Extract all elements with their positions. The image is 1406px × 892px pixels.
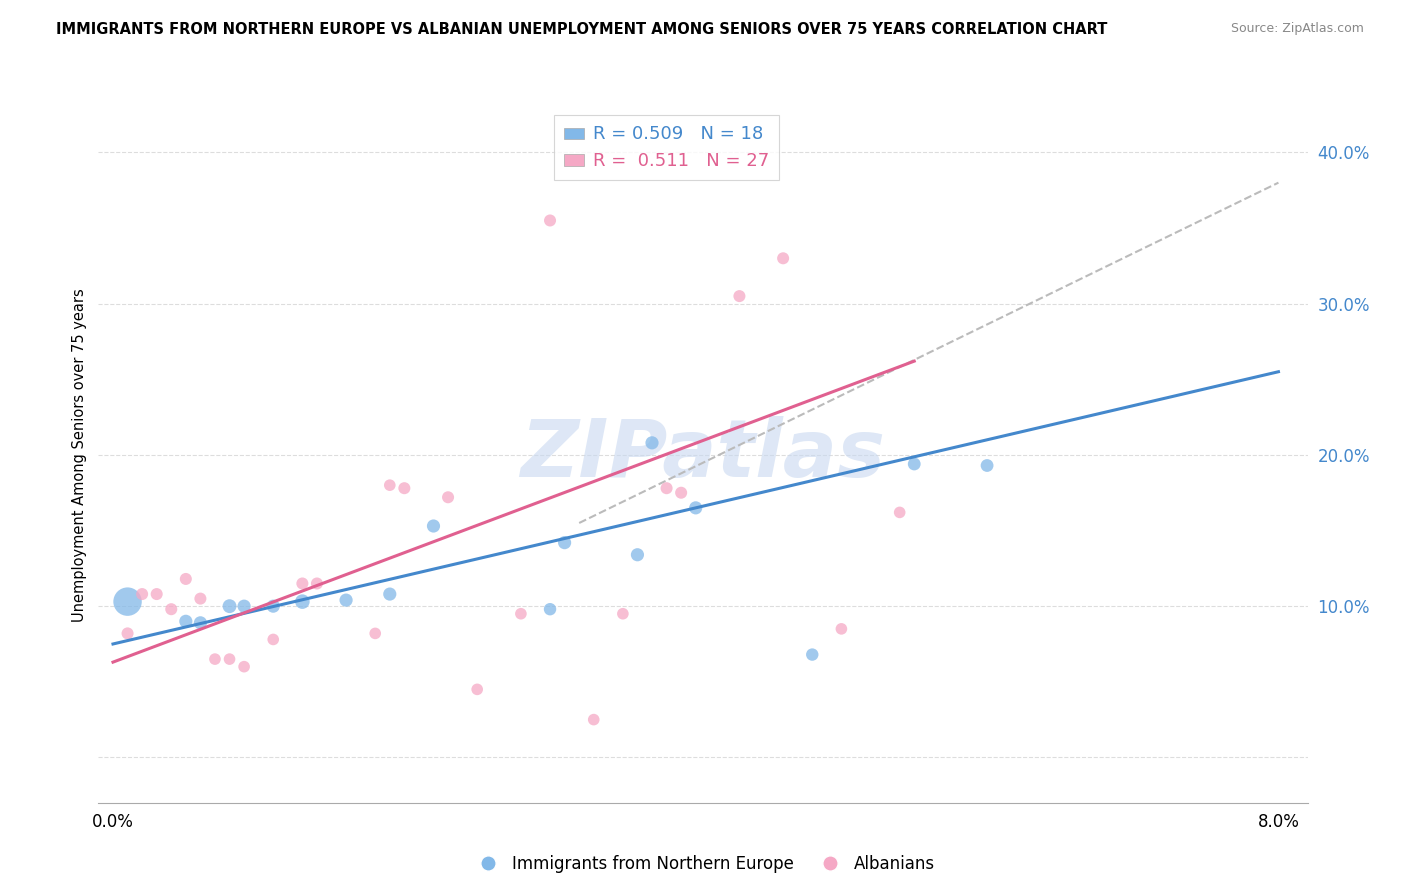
Point xyxy=(131,587,153,601)
Point xyxy=(422,519,444,533)
Point xyxy=(830,622,852,636)
Point xyxy=(772,252,794,266)
Point xyxy=(233,659,256,673)
Text: ZIPatlas: ZIPatlas xyxy=(520,416,886,494)
Point xyxy=(554,535,576,549)
Point xyxy=(160,602,183,616)
Point xyxy=(262,599,284,614)
Point xyxy=(538,602,561,616)
Point xyxy=(903,457,925,471)
Point xyxy=(174,572,197,586)
Point xyxy=(655,481,678,495)
Legend: R = 0.509   N = 18, R =  0.511   N = 27: R = 0.509 N = 18, R = 0.511 N = 27 xyxy=(554,115,779,179)
Point xyxy=(190,591,212,606)
Point xyxy=(538,213,561,227)
Point xyxy=(378,478,401,492)
Y-axis label: Unemployment Among Seniors over 75 years: Unemployment Among Seniors over 75 years xyxy=(72,288,87,622)
Point xyxy=(233,599,256,614)
Point xyxy=(218,599,240,614)
Point xyxy=(291,594,314,608)
Point xyxy=(465,682,488,697)
Point xyxy=(190,615,212,630)
Point xyxy=(378,587,401,601)
Text: IMMIGRANTS FROM NORTHERN EUROPE VS ALBANIAN UNEMPLOYMENT AMONG SENIORS OVER 75 Y: IMMIGRANTS FROM NORTHERN EUROPE VS ALBAN… xyxy=(56,22,1108,37)
Text: Source: ZipAtlas.com: Source: ZipAtlas.com xyxy=(1230,22,1364,36)
Point xyxy=(889,505,911,519)
Legend: Immigrants from Northern Europe, Albanians: Immigrants from Northern Europe, Albania… xyxy=(465,848,941,880)
Point xyxy=(364,626,387,640)
Point xyxy=(641,435,664,450)
Point xyxy=(305,576,328,591)
Point xyxy=(291,576,314,591)
Point xyxy=(174,615,197,629)
Point xyxy=(262,632,284,647)
Point xyxy=(801,648,824,662)
Point xyxy=(145,587,167,601)
Point xyxy=(582,713,605,727)
Point xyxy=(218,652,240,666)
Point xyxy=(394,481,416,495)
Point xyxy=(669,485,692,500)
Point xyxy=(728,289,751,303)
Point xyxy=(437,490,460,504)
Point xyxy=(335,593,357,607)
Point xyxy=(117,594,139,608)
Point xyxy=(626,548,648,562)
Point xyxy=(685,500,707,515)
Point xyxy=(204,652,226,666)
Point xyxy=(509,607,531,621)
Point xyxy=(976,458,998,473)
Point xyxy=(612,607,634,621)
Point xyxy=(117,626,139,640)
